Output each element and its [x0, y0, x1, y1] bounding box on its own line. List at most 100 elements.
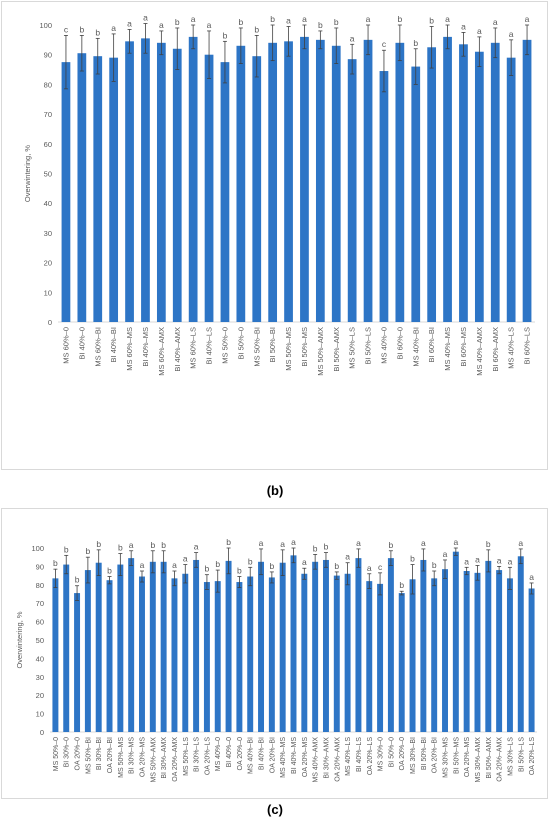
bar [172, 48, 182, 322]
bar [459, 44, 468, 323]
x-tick-label: MS 40%–LS [345, 737, 352, 776]
significance-letter: b [223, 30, 228, 40]
bar [117, 564, 124, 732]
x-tick-label: BI 50%–0 [388, 737, 395, 767]
bar [312, 561, 319, 732]
x-tick-label: MS 40%–BI [248, 737, 255, 774]
panel-label: (b) [267, 483, 284, 498]
significance-letter: b [238, 17, 243, 27]
bar [322, 559, 329, 732]
significance-letter: a [443, 549, 448, 559]
x-tick-label: BI 30%–0 [64, 737, 71, 767]
significance-letter: c [64, 24, 69, 34]
bar [258, 561, 265, 732]
y-tick-label: 50 [44, 170, 52, 179]
bar [214, 581, 221, 732]
significance-letter: a [421, 538, 426, 548]
bar [149, 561, 156, 732]
y-axis-title: Overwintering, % [23, 145, 32, 202]
bar [268, 577, 275, 732]
y-tick-label: 10 [36, 710, 44, 719]
significance-letter: b [215, 559, 220, 569]
significance-letter: a [453, 537, 458, 547]
x-tick-label: MS 50%–MS [118, 737, 125, 778]
significance-letter: b [334, 17, 339, 27]
x-tick-label: OA 20%–LS [529, 737, 536, 775]
x-tick-label: BI 30%–AMX [323, 737, 330, 779]
bar [377, 583, 384, 732]
bar [109, 57, 119, 323]
y-tick-label: 0 [40, 728, 44, 737]
significance-letter: a [172, 560, 177, 570]
significance-letter: a [477, 26, 482, 36]
x-tick-label: BI 40%–LS [356, 737, 363, 772]
significance-letter: a [191, 14, 196, 24]
panel-label: (c) [267, 802, 283, 817]
significance-letter: a [207, 20, 212, 30]
bar [284, 41, 293, 323]
significance-letter: b [64, 544, 69, 554]
significance-letter: a [259, 538, 264, 548]
x-tick-label: MS 50%–AMX [316, 327, 325, 376]
bar [156, 42, 166, 322]
bar [182, 573, 189, 732]
bar [171, 578, 178, 732]
x-tick-label: BI 50%–LS [518, 737, 525, 772]
significance-letter: b [86, 546, 91, 556]
significance-letter: a [464, 556, 469, 566]
y-tick-label: 60 [36, 618, 44, 627]
y-tick-label: 80 [44, 80, 52, 89]
x-tick-label: MS 40%–0 [215, 737, 222, 771]
significance-letter: b [399, 580, 404, 590]
x-tick-label: BI 40%–MS [291, 737, 298, 774]
x-tick-label: BI 50%–0 [236, 327, 245, 360]
significance-letter: b [161, 540, 166, 550]
significance-letter: a [280, 539, 285, 549]
x-tick-label: MS 30%–0 [378, 737, 385, 771]
x-tick-label: OA 20%–BI [107, 737, 114, 773]
significance-letter: b [205, 564, 210, 574]
significance-letter: a [286, 15, 291, 25]
bar [74, 593, 81, 732]
significance-letter: b [237, 566, 242, 576]
bar [431, 578, 438, 732]
x-tick-label: OA 20%–LS [204, 737, 211, 775]
significance-letter: b [410, 554, 415, 564]
significance-letter: b [389, 540, 394, 550]
x-tick-label: MS 30%–AMX [475, 737, 482, 783]
bar [506, 57, 516, 323]
x-tick-label: MS 50%–BI [85, 737, 92, 774]
bar [193, 559, 200, 732]
bar [485, 560, 492, 732]
x-tick-label: MS 60%–0 [61, 327, 70, 364]
y-tick-label: 70 [36, 599, 44, 608]
significance-letter: b [79, 24, 84, 34]
bar [106, 580, 113, 732]
bar [236, 582, 243, 732]
y-tick-label: 80 [36, 581, 44, 590]
significance-letter: b [254, 24, 259, 34]
bar [204, 54, 214, 322]
x-tick-label: BI 50%–BI [421, 737, 428, 770]
significance-letter: b [175, 17, 180, 27]
y-tick-label: 40 [36, 654, 44, 663]
x-tick-label: BI 60%–0 [395, 327, 404, 360]
significance-letter: b [150, 540, 155, 550]
x-tick-label: MS 50%–MS [284, 327, 293, 371]
x-tick-label: MS 50%–LS [183, 737, 190, 776]
bar [63, 564, 70, 732]
bar [366, 581, 373, 732]
bar [52, 578, 59, 732]
x-tick-label: BI 60%–MS [459, 327, 468, 367]
x-tick-label: OA 20%–0 [237, 737, 244, 771]
significance-letter: a [445, 14, 450, 24]
bar [395, 42, 405, 322]
significance-letter: a [493, 17, 498, 27]
bar [333, 575, 340, 732]
x-tick-label: OA 20%–BI [269, 737, 276, 773]
significance-letter: b [107, 566, 112, 576]
bar [522, 39, 532, 322]
bar [160, 561, 167, 732]
